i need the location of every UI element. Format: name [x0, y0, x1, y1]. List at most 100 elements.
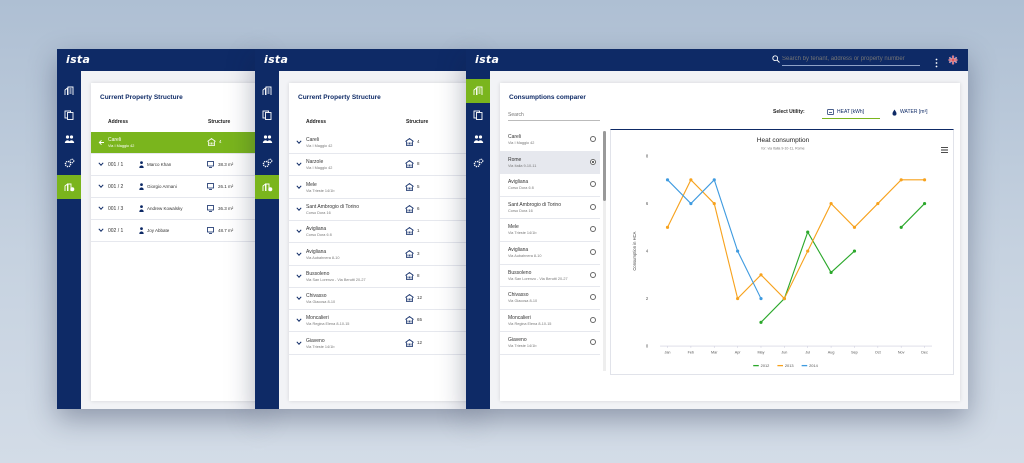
chevron-down-icon[interactable] — [98, 205, 104, 211]
nav-settings[interactable] — [57, 151, 81, 175]
chevron-down-icon[interactable] — [98, 183, 104, 189]
tab-water[interactable]: WATER [m³] — [888, 105, 938, 119]
table-row[interactable]: 001 / 1 Marco Khan 38.3 m² — [91, 154, 262, 176]
chevron-down-icon[interactable] — [296, 184, 302, 190]
table-row[interactable]: 001 / 3 Andrew Kowalsky 36.3 m² — [91, 198, 262, 220]
unit-area: 36.3 m² — [218, 206, 234, 211]
nav-settings[interactable] — [466, 151, 490, 175]
property-name: Sant Ambrogio di Torino — [306, 203, 359, 210]
list-item[interactable]: Rome Via Italia 9-10-11 — [500, 151, 600, 175]
table-row[interactable]: Giaveno Via Trieste 14/1b 12 — [289, 333, 475, 355]
list-item[interactable]: Giaveno Via Trieste 14/1b — [500, 332, 600, 355]
select-radio[interactable] — [590, 339, 596, 346]
legend-label-2013: 2013 — [785, 363, 794, 368]
structure-card: Current Property Structure Address Struc… — [91, 83, 262, 401]
nav-documents[interactable] — [466, 103, 490, 127]
more-vertical-icon[interactable] — [935, 55, 938, 73]
nav-properties[interactable] — [466, 79, 490, 103]
chevron-down-icon[interactable] — [296, 139, 302, 145]
table-row[interactable]: Moncalieri Via Regina Elena 8-10-15 65 — [289, 310, 475, 333]
table-row[interactable]: Sant Ambrogio di Torino Corso Dora 16 6 — [289, 199, 475, 221]
table-row[interactable]: Avigliana Corso Dora 6 8 1 — [289, 221, 475, 244]
data-point-2012 — [899, 225, 903, 229]
chevron-down-icon[interactable] — [98, 227, 104, 233]
table-row[interactable]: Careli Via I Maggio 42 4 — [289, 132, 475, 154]
back-arrow-icon[interactable] — [98, 139, 105, 146]
table-row[interactable]: Mele Via Trieste 14/1b 5 — [289, 177, 475, 199]
list-item[interactable]: Bussoleno Via San Lorenzo - Via Berutti 2… — [500, 265, 600, 288]
property-search-input[interactable] — [508, 110, 600, 121]
property-name: Giaveno — [508, 337, 527, 344]
tab-heat[interactable]: HEAT [kWh] — [822, 105, 880, 119]
select-radio[interactable] — [590, 203, 596, 210]
list-item[interactable]: Avigliana Corso Dora 6 8 — [500, 174, 600, 197]
nav-properties[interactable] — [57, 79, 81, 103]
nav-documents[interactable] — [255, 103, 279, 127]
chevron-down-icon[interactable] — [296, 228, 302, 234]
table-row[interactable]: Chivasso Via Giacosa 8-10 12 — [289, 288, 475, 311]
select-radio[interactable] — [590, 294, 596, 301]
list-item[interactable]: Careli Via I Maggio 42 — [500, 129, 600, 152]
uk-flag-icon[interactable] — [948, 55, 958, 65]
property-address: Via Trieste 14/1b — [306, 344, 335, 349]
select-radio[interactable] — [590, 271, 596, 278]
building-structure-icon — [405, 294, 414, 302]
chart-title: Heat consumption — [757, 137, 810, 144]
select-radio[interactable] — [590, 316, 596, 323]
nav-settings[interactable] — [255, 151, 279, 175]
nav-structure[interactable] — [255, 175, 279, 199]
building-icon — [64, 86, 73, 95]
select-radio[interactable] — [590, 249, 596, 255]
person-icon — [139, 227, 144, 234]
structure-count: 4 — [219, 139, 222, 144]
chevron-down-icon[interactable] — [296, 161, 302, 167]
nav-structure[interactable] — [57, 175, 81, 199]
nav-tenants[interactable] — [255, 127, 279, 151]
property-name: Avigliana — [306, 248, 327, 255]
table-row-selected[interactable]: Careli Via I Maggio 42 4 — [91, 132, 262, 154]
gears-icon — [64, 158, 74, 168]
property-list: Careli Via I Maggio 42 Rome Via Italia 9-10… — [500, 129, 607, 371]
x-tick-label: Apr — [735, 351, 742, 355]
list-item[interactable]: Chivasso Via Giacosa 8-10 — [500, 287, 600, 310]
nav-documents[interactable] — [57, 103, 81, 127]
nav-properties[interactable] — [255, 79, 279, 103]
main-content: Current Property Structure Address Struc… — [279, 71, 475, 409]
chart-menu-icon[interactable] — [941, 140, 948, 158]
chevron-down-icon[interactable] — [296, 317, 302, 323]
property-structure-icon — [262, 183, 272, 192]
select-radio[interactable] — [590, 136, 596, 142]
list-item[interactable]: Sant Ambrogio di Torino Corso Dora 16 — [500, 197, 600, 220]
table-row[interactable]: Avigliana Via Aubahnera 8-10 3 — [289, 244, 475, 266]
x-tick-label: Dec — [921, 351, 928, 355]
structure-count: 4 — [417, 139, 420, 144]
search-icon[interactable] — [772, 55, 780, 63]
chevron-down-icon[interactable] — [98, 161, 104, 167]
list-item[interactable]: Moncalieri Via Regina Elena 8-10-15 — [500, 310, 600, 333]
property-name: Chivasso — [306, 293, 327, 300]
global-search-input[interactable] — [782, 53, 920, 66]
chevron-down-icon[interactable] — [296, 295, 302, 301]
nav-tenants[interactable] — [57, 127, 81, 151]
chevron-down-icon[interactable] — [296, 273, 302, 279]
select-radio[interactable] — [590, 181, 596, 188]
chevron-down-icon[interactable] — [296, 251, 302, 257]
select-radio[interactable] — [590, 158, 596, 165]
select-radio[interactable] — [590, 226, 596, 233]
list-item[interactable]: Mele Via Trieste 14/1b — [500, 219, 600, 242]
table-row[interactable]: Narzole Via I Maggio 42 8 — [289, 154, 475, 177]
x-tick-label: Oct — [875, 351, 881, 355]
property-address: Via I Maggio 42 — [306, 144, 333, 148]
table-row[interactable]: 002 / 1 Joy Abbate 48.7 m² — [91, 220, 262, 242]
table-row[interactable]: 001 / 2 Giorgio Armani 26.1 m² — [91, 176, 262, 198]
chevron-down-icon[interactable] — [296, 340, 302, 346]
nav-tenants[interactable] — [466, 127, 490, 151]
property-address: Corso Dora 16 — [508, 208, 533, 213]
documents-icon — [473, 110, 483, 120]
table-row[interactable]: Bussoleno Via San Lorenzo - Via Berutti 2… — [289, 266, 475, 288]
property-name: Mele — [306, 181, 317, 188]
chevron-down-icon[interactable] — [296, 206, 302, 212]
list-scrollbar[interactable] — [603, 131, 606, 371]
list-item[interactable]: Avigliana Via Aubahnera 8-10 — [500, 242, 600, 265]
building-icon — [262, 86, 271, 95]
